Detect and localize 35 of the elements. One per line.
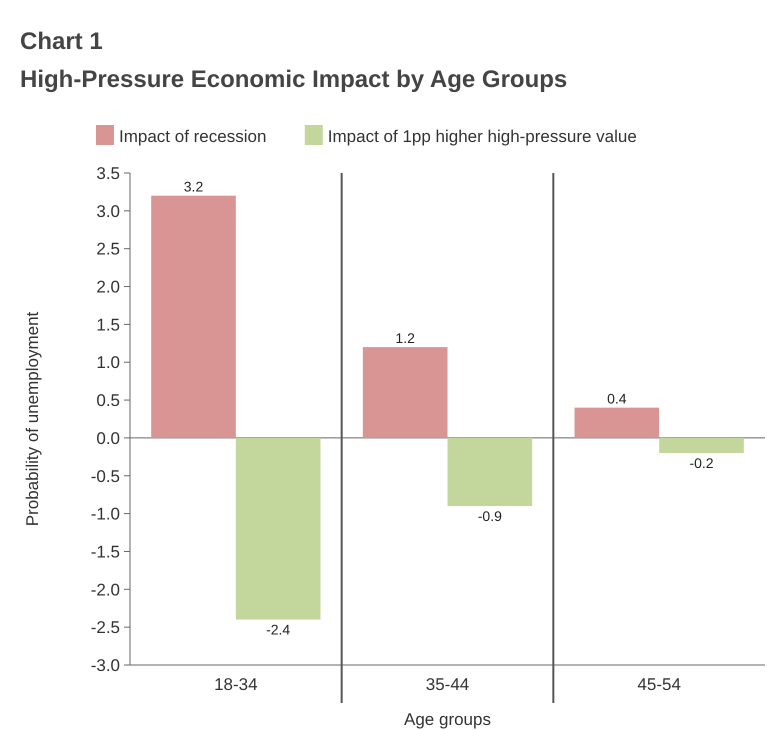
x-axis-title: Age groups	[404, 710, 491, 729]
bar	[659, 438, 744, 454]
chart-title: Chart 1	[20, 28, 103, 55]
y-tick-label: 1.5	[96, 315, 120, 334]
x-tick-label: 18-34	[214, 675, 258, 694]
bar	[362, 347, 448, 438]
legend-label: Impact of recession	[119, 127, 266, 146]
chart-subtitle: High-Pressure Economic Impact by Age Groups	[20, 66, 568, 93]
data-label: 3.2	[184, 178, 204, 195]
y-tick-label: -1.0	[90, 504, 120, 524]
y-tick-label: 0.0	[96, 428, 120, 448]
data-label: 1.2	[395, 330, 416, 346]
data-label: -0.2	[689, 455, 714, 472]
bar	[574, 408, 660, 438]
y-tick-label: -2.5	[90, 618, 120, 638]
y-tick-label: 3.0	[96, 202, 120, 221]
y-tick-label: 0.5	[96, 391, 120, 410]
y-tick-label: 2.5	[96, 240, 120, 259]
y-tick-label: -0.5	[90, 466, 120, 486]
data-label: -0.9	[478, 508, 502, 524]
legend-label: Impact of 1pp higher high-pressure value	[328, 127, 637, 146]
bar	[151, 196, 236, 438]
x-tick-label: 35-44	[426, 675, 470, 694]
data-label: 0.4	[607, 390, 627, 407]
y-tick-label: 3.5	[96, 164, 120, 183]
x-tick-label: 45-54	[637, 675, 681, 694]
y-tick-label: -3.0	[90, 656, 120, 675]
y-tick-label: 2.0	[96, 278, 120, 297]
bar	[236, 438, 320, 620]
y-axis-title: Probability of unemployment	[23, 311, 42, 526]
data-label: -2.4	[266, 622, 290, 638]
y-tick-label: -1.5	[90, 542, 120, 562]
bar	[448, 438, 532, 506]
y-tick-label: 1.0	[96, 353, 120, 372]
y-tick-label: -2.0	[90, 580, 120, 600]
